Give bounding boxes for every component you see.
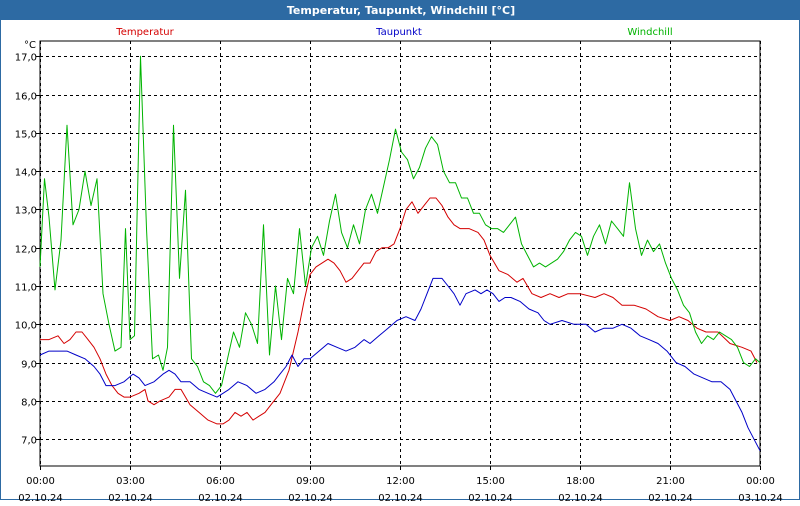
x-tick-time-label: 12:00	[386, 476, 415, 487]
chart-area: 7,0 8,0 9,0 10,0 11,0 12,0 13,0 14,0 15,0 16,0 17,…	[1, 20, 800, 504]
x-tick-date-label: 02.10.24	[378, 493, 423, 501]
x-tick-date-label: 02.10.24	[558, 493, 603, 501]
x-tick-date-label: 03.10.24	[738, 493, 783, 501]
y-tick-label: 12,0	[15, 245, 37, 256]
x-tick-date-label: 02.10.24	[468, 493, 513, 501]
y-tick-label: 10,0	[15, 321, 37, 332]
x-tick-date-label: 02.10.24	[198, 493, 243, 501]
grid-lines	[39, 40, 761, 467]
series-line-windchill	[39, 55, 761, 394]
x-tick-time-label: 18:00	[566, 476, 595, 487]
x-tick-time-label: 03:00	[116, 476, 145, 487]
series-line-taupunkt	[39, 277, 761, 451]
y-tick-label: 9,0	[21, 360, 37, 371]
series-line-temperatur	[40, 197, 758, 425]
chart-title: Temperatur, Taupunkt, Windchill [°C]	[1, 1, 800, 20]
legend-label-temperatur: Temperatur	[115, 27, 174, 38]
x-tick-time-label: 21:00	[656, 476, 685, 487]
y-tick-label: 11,0	[15, 283, 37, 294]
x-tick-date-label: 02.10.24	[108, 493, 153, 501]
x-tick-time-label: 06:00	[206, 476, 235, 487]
series-lines	[39, 55, 761, 451]
y-tick-label: 16,0	[15, 92, 37, 103]
y-axis-label: °C	[24, 40, 36, 51]
y-tick-label: 17,0	[15, 53, 37, 64]
x-tick-date-label: 02.10.24	[648, 493, 693, 501]
y-tick-label: 8,0	[21, 398, 37, 409]
x-tick-date-label: 02.10.24	[18, 493, 63, 501]
x-tick-time-label: 00:00	[746, 476, 775, 487]
legend: Temperatur Taupunkt Windchill	[115, 27, 672, 38]
y-tick-label: 13,0	[15, 206, 37, 217]
axes: 7,0 8,0 9,0 10,0 11,0 12,0 13,0 14,0 15,0 16,0 17,…	[15, 40, 783, 504]
y-tick-label: 7,0	[21, 436, 37, 447]
x-tick-date-label: 02.10.24	[288, 493, 333, 501]
legend-label-taupunkt: Taupunkt	[375, 27, 422, 38]
x-tick-time-label: 09:00	[296, 476, 325, 487]
x-tick-time-label: 00:00	[26, 476, 55, 487]
y-tick-label: 14,0	[15, 168, 37, 179]
line-chart: 7,0 8,0 9,0 10,0 11,0 12,0 13,0 14,0 15,0 16,0 17,…	[15, 27, 783, 504]
x-tick-time-label: 15:00	[476, 476, 505, 487]
legend-label-windchill: Windchill	[627, 27, 672, 38]
y-tick-label: 15,0	[15, 130, 37, 141]
